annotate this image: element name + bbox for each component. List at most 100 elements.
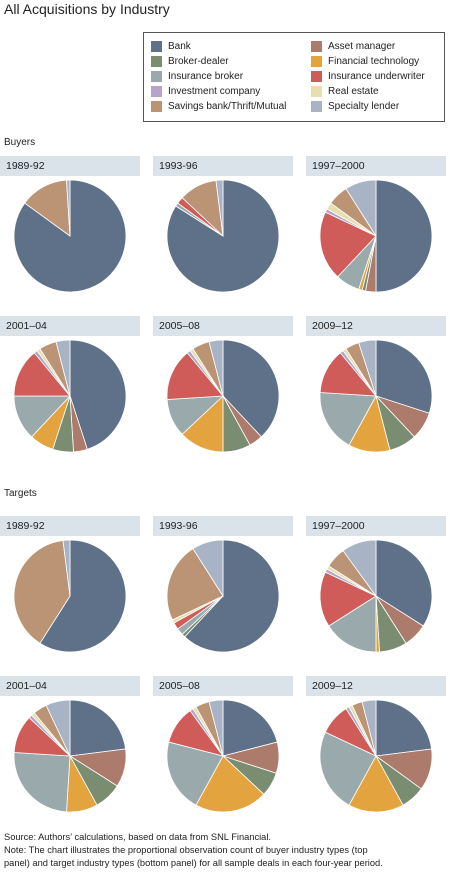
- pie-svg: [13, 700, 127, 813]
- pie-slice-specialty-lender: [208, 700, 224, 757]
- pie-svg: [319, 700, 433, 813]
- pie-period-label: 1997–2000: [312, 520, 365, 532]
- legend-item-investment-company: Investment company: [151, 86, 260, 98]
- pie-slice-fintech: [348, 755, 404, 813]
- pie-period-header: 2009–12: [306, 316, 446, 336]
- legend-swatch: [311, 71, 322, 82]
- pie-chart-targets-4: 2001–04: [0, 676, 140, 826]
- pie-period-header: 2005–08: [153, 676, 293, 696]
- pie-period-header: 1997–2000: [306, 516, 446, 536]
- pie-period-header: 2001–04: [0, 316, 140, 336]
- pie-slice-savings-bank: [13, 540, 71, 644]
- pie-chart-buyers-6: 2009–12: [306, 316, 446, 466]
- legend-label: Savings bank/Thrift/Mutual: [168, 101, 287, 112]
- pie-chart-buyers-2: 1993-96: [153, 156, 293, 306]
- pie-slice-bank: [222, 340, 280, 438]
- legend-label: Insurance underwriter: [328, 71, 425, 82]
- pie-slice-insurance-broker: [13, 752, 71, 813]
- pie-slice-insurance-underwriter: [319, 211, 377, 278]
- pie-slice-bank: [39, 540, 127, 653]
- pie-period-label: 2005–08: [159, 320, 200, 332]
- legend-swatch: [311, 101, 322, 112]
- pie-slice-insurance-underwriter: [166, 352, 224, 400]
- legend-label: Broker-dealer: [168, 56, 229, 67]
- pie-svg: [166, 340, 280, 453]
- legend-swatch: [311, 56, 322, 67]
- pie-period-label: 1989-92: [6, 160, 45, 172]
- pie-period-label: 2001–04: [6, 680, 47, 692]
- pie-slice-bank: [375, 700, 433, 757]
- legend-swatch: [151, 41, 162, 52]
- pie-period-header: 2001–04: [0, 676, 140, 696]
- pie-period-label: 2005–08: [159, 680, 200, 692]
- pie-slice-specialty-lender: [55, 340, 71, 397]
- pie-period-header: 1989-92: [0, 516, 140, 536]
- pie-slice-specialty-lender: [361, 700, 377, 757]
- pie-chart-buyers-5: 2005–08: [153, 316, 293, 466]
- pie-slice-specialty-lender: [62, 540, 71, 597]
- legend-label: Insurance broker: [168, 71, 244, 82]
- legend-label: Bank: [168, 41, 191, 52]
- pie-period-header: 2009–12: [306, 676, 446, 696]
- pie-slice-specialty-lender: [208, 340, 224, 397]
- pie-svg: [13, 340, 127, 453]
- pie-chart-targets-1: 1989-92: [0, 516, 140, 666]
- pie-svg: [319, 540, 433, 653]
- legend-item-broker-dealer: Broker-dealer: [151, 56, 229, 68]
- pie-chart-targets-5: 2005–08: [153, 676, 293, 826]
- footnote-note-line2: panel) and target industry types (bottom…: [4, 858, 383, 868]
- pie-slice-specialty-lender: [66, 180, 71, 237]
- pie-svg: [166, 700, 280, 813]
- pie-slice-bank: [375, 340, 433, 414]
- footnote-source: Source: Authors’ calculations, based on …: [4, 832, 271, 842]
- pie-svg: [13, 180, 127, 293]
- pie-svg: [166, 540, 280, 653]
- pie-slice-insurance-broker: [319, 392, 377, 446]
- legend-label: Specialty lender: [328, 101, 400, 112]
- legend-swatch: [151, 86, 162, 97]
- legend-label: Real estate: [328, 86, 379, 97]
- pie-period-header: 2005–08: [153, 316, 293, 336]
- pie-period-label: 1993-96: [159, 160, 198, 172]
- pie-chart-buyers-4: 2001–04: [0, 316, 140, 466]
- pie-slice-specialty-lender: [215, 180, 224, 237]
- legend-item-savings-bank: Savings bank/Thrift/Mutual: [151, 101, 286, 113]
- targets-panel-label: Targets: [4, 488, 37, 499]
- pie-period-header: 1993-96: [153, 516, 293, 536]
- legend-item-real-estate: Real estate: [311, 86, 379, 98]
- pie-slice-specialty-lender: [342, 540, 377, 598]
- buyers-panel-label: Buyers: [4, 137, 36, 148]
- pie-slice-insurance-underwriter: [319, 571, 377, 627]
- legend-label: Asset manager: [328, 41, 396, 52]
- legend-swatch: [151, 71, 162, 82]
- pie-chart-buyers-3: 1997–2000: [306, 156, 446, 306]
- pie-svg: [319, 180, 433, 293]
- legend: Bank Asset manager Broker-dealer Financial …: [143, 32, 445, 122]
- pie-period-label: 1997–2000: [312, 160, 365, 172]
- pie-slice-bank: [184, 540, 280, 653]
- footnote-note-line1: Note: The chart illustrates the proporti…: [4, 845, 368, 855]
- pie-period-label: 1993-96: [159, 520, 198, 532]
- legend-item-insurance-underwriter: Insurance underwriter: [311, 71, 425, 83]
- chart-title: All Acquisitions by Industry: [4, 1, 170, 17]
- pie-slice-specialty-lender: [358, 340, 377, 397]
- pie-chart-buyers-1: 1989-92: [0, 156, 140, 306]
- pie-period-label: 2009–12: [312, 320, 353, 332]
- legend-item-asset-manager: Asset manager: [311, 41, 395, 53]
- legend-item-bank: Bank: [151, 41, 191, 53]
- legend-item-specialty-lender: Specialty lender: [311, 101, 399, 113]
- pie-svg: [13, 540, 127, 653]
- pie-period-label: 1989-92: [6, 520, 45, 532]
- pie-period-label: 2009–12: [312, 680, 353, 692]
- pie-slice-specialty-lender: [192, 540, 224, 598]
- pie-svg: [319, 340, 433, 453]
- pie-period-header: 1993-96: [153, 156, 293, 176]
- pie-period-header: 1989-92: [0, 156, 140, 176]
- pie-period-header: 1997–2000: [306, 156, 446, 176]
- pie-slice-insurance-broker: [319, 731, 377, 806]
- pie-slice-bank: [166, 180, 280, 293]
- pie-slice-bank: [375, 180, 433, 293]
- pie-svg: [166, 180, 280, 293]
- legend-swatch: [151, 56, 162, 67]
- legend-swatch: [151, 101, 162, 112]
